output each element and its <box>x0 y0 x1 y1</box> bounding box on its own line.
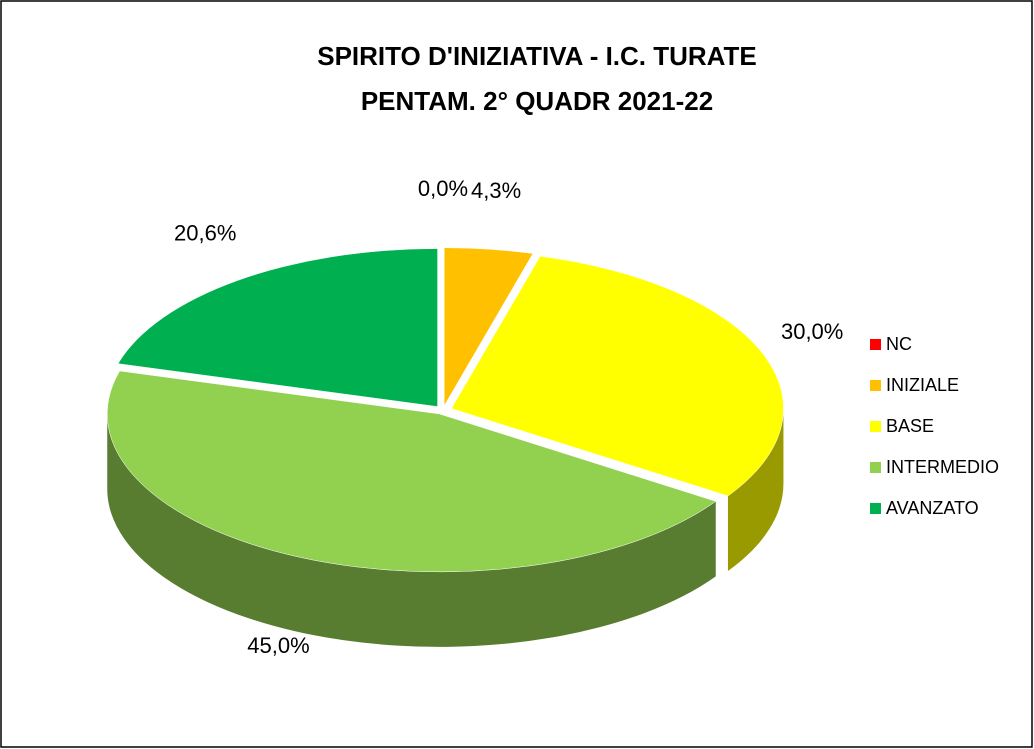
slice <box>117 248 438 407</box>
legend-swatch <box>870 421 881 432</box>
legend-swatch <box>870 503 881 514</box>
legend-swatch <box>870 380 881 391</box>
slice-side <box>727 408 784 571</box>
data-label: 30,0% <box>781 319 843 344</box>
chart-subtitle: PENTAM. 2° QUADR 2021-22 <box>361 86 713 116</box>
slice <box>451 255 784 497</box>
legend-label: NC <box>886 334 912 354</box>
data-label: 4,3% <box>471 178 521 203</box>
legend-label: BASE <box>886 416 934 436</box>
slice <box>106 370 717 573</box>
legend-label: AVANZATO <box>886 498 979 518</box>
data-label: 20,6% <box>174 220 236 245</box>
legend-swatch <box>870 339 881 350</box>
legend-label: INTERMEDIO <box>886 457 999 477</box>
chart-title: SPIRITO D'INIZIATIVA - I.C. TURATE <box>317 41 757 71</box>
data-label: 45,0% <box>247 633 309 658</box>
data-label: 0,0% <box>418 176 468 201</box>
slice-side <box>107 413 716 647</box>
legend-label: INIZIALE <box>886 375 959 395</box>
slice <box>443 247 534 407</box>
legend-swatch <box>870 462 881 473</box>
